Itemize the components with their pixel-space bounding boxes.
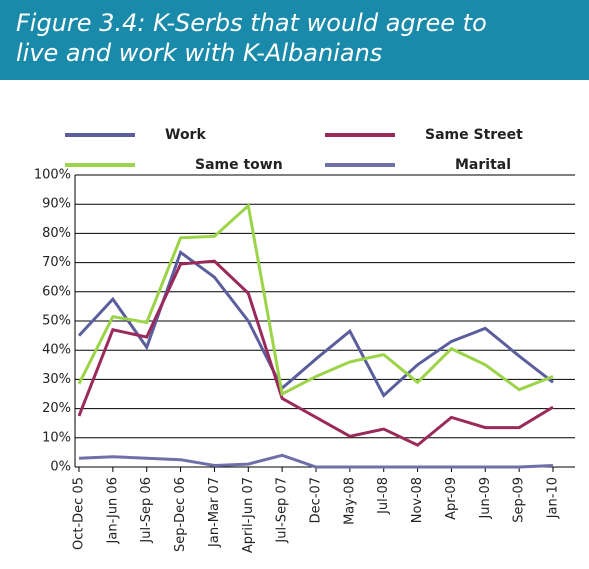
x-tick-label: Sep-Dec 06	[173, 477, 188, 552]
x-tick-label: May-08	[342, 477, 357, 525]
x-tick-label: Dec-07	[309, 477, 324, 523]
y-tick-label: 90%	[42, 197, 71, 212]
x-tick-label: Oct-Dec 05	[72, 477, 87, 550]
x-tick-label: Nov-08	[410, 477, 425, 523]
series-line	[77, 202, 554, 397]
x-tick-label: Jul-08	[376, 477, 391, 515]
x-tick-label: Jan-Jun 06	[105, 477, 120, 544]
x-tick-label: April-Jun 07	[241, 477, 256, 553]
legend-label: Work	[165, 127, 206, 143]
legend-label: Same town	[195, 157, 283, 173]
series-line	[78, 453, 554, 469]
x-tick-label: Jul-Sep 07	[275, 477, 290, 544]
x-tick-label: Apr-09	[444, 477, 459, 520]
x-tick-label: Jan-Mar 07	[207, 477, 222, 548]
y-tick-label: 20%	[42, 401, 71, 416]
legend-label: Same Street	[425, 127, 523, 143]
y-tick-label: 80%	[42, 226, 71, 241]
y-tick-label: 60%	[42, 284, 71, 299]
y-tick-label: 100%	[34, 168, 71, 183]
y-tick-label: 70%	[42, 255, 71, 270]
y-tick-label: 0%	[50, 460, 71, 475]
series-line	[77, 249, 554, 398]
x-tick-label: Jun-09	[478, 477, 493, 520]
y-tick-label: 30%	[42, 372, 71, 387]
title-banner	[0, 0, 589, 80]
legend-label: Marital	[455, 157, 511, 173]
series-line	[77, 259, 554, 447]
x-tick-label: Sep-09	[512, 477, 527, 523]
y-tick-label: 10%	[42, 430, 71, 445]
x-tick-label: Jul-Sep 06	[139, 477, 154, 544]
x-tick-label: Jan-10	[546, 477, 561, 519]
y-tick-label: 40%	[42, 343, 71, 358]
chart-title: Figure 3.4: K-Serbs that would agree to …	[16, 9, 487, 67]
y-tick-label: 50%	[42, 314, 71, 329]
